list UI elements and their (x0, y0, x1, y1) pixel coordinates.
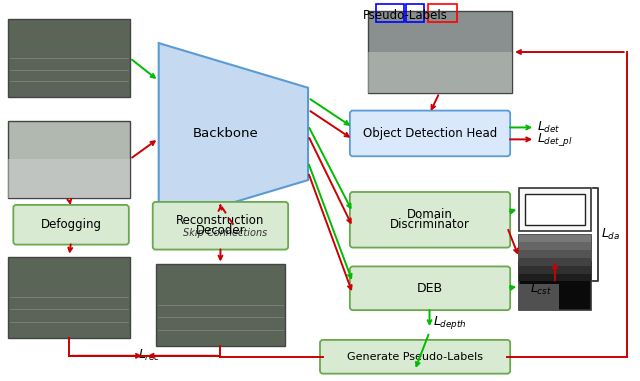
Bar (525, 194, 585, 225)
Text: Discriminator: Discriminator (390, 218, 470, 231)
Bar (428, 4, 458, 22)
Bar (8, 159, 130, 198)
Bar (519, 266, 591, 274)
Text: $L_{det}$: $L_{det}$ (537, 120, 561, 135)
Bar (519, 284, 559, 310)
Text: Defogging: Defogging (40, 218, 102, 231)
Bar (519, 235, 591, 281)
Text: $L_{det\_pl}$: $L_{det\_pl}$ (537, 131, 573, 148)
Bar (368, 52, 512, 93)
Bar (8, 19, 130, 97)
FancyBboxPatch shape (13, 205, 129, 245)
Bar (156, 264, 285, 346)
Bar (368, 11, 512, 93)
Bar (406, 4, 424, 22)
Text: DEB: DEB (417, 282, 443, 295)
Bar (8, 120, 130, 198)
Bar (519, 242, 591, 250)
Bar (519, 274, 591, 281)
Polygon shape (159, 43, 308, 225)
Text: Pseudo-Labels: Pseudo-Labels (363, 9, 448, 22)
Text: Domain: Domain (407, 208, 453, 221)
Bar (519, 250, 591, 258)
Text: Decoder: Decoder (196, 224, 245, 237)
Text: $L_{da}$: $L_{da}$ (601, 227, 620, 242)
Bar (519, 188, 591, 231)
Text: Generate Pseudo-Labels: Generate Pseudo-Labels (347, 352, 483, 362)
Text: Reconstruction: Reconstruction (176, 214, 264, 227)
Bar (519, 258, 591, 266)
Text: Skip Connections: Skip Connections (183, 228, 268, 238)
Text: Backbone: Backbone (193, 127, 259, 141)
Text: $L_{cst}$: $L_{cst}$ (530, 282, 552, 297)
Bar (376, 4, 404, 22)
FancyBboxPatch shape (153, 202, 288, 250)
FancyBboxPatch shape (350, 192, 510, 248)
Text: $L_{rec}$: $L_{rec}$ (138, 348, 161, 363)
FancyBboxPatch shape (320, 340, 510, 374)
Text: $L_{depth}$: $L_{depth}$ (433, 314, 467, 331)
FancyBboxPatch shape (350, 110, 510, 156)
Bar (519, 235, 591, 242)
Bar (8, 256, 130, 338)
Bar (519, 263, 591, 310)
Text: Object Detection Head: Object Detection Head (363, 127, 497, 140)
FancyBboxPatch shape (350, 266, 510, 310)
